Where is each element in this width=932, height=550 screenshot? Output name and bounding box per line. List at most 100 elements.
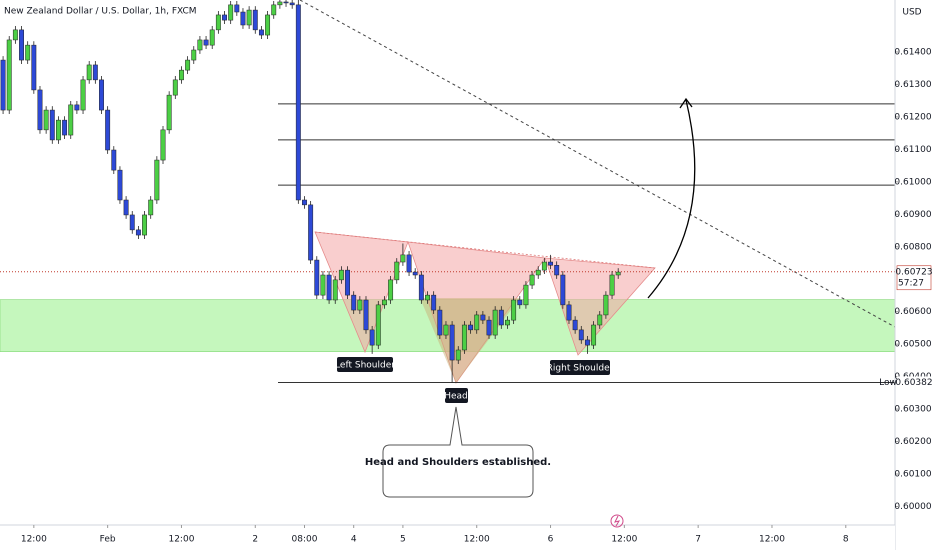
low-text: Low	[879, 378, 897, 388]
candle-body	[345, 269, 350, 296]
candle-body	[160, 129, 166, 161]
candle-body	[31, 44, 37, 91]
candle-body	[166, 94, 172, 131]
candle-body	[314, 259, 320, 296]
candle-body	[560, 274, 566, 306]
candle-body	[37, 89, 43, 131]
right-shoulder-shape	[544, 257, 656, 356]
y-tick-label: 0.61400	[894, 47, 931, 57]
label-box	[550, 360, 610, 375]
trend-line	[299, 0, 896, 328]
candle-body	[179, 69, 184, 81]
x-tick-label: 4	[351, 535, 357, 545]
candle-body	[388, 279, 394, 301]
y-tick-label: 0.60000	[894, 502, 931, 512]
candle-body	[591, 324, 597, 346]
y-tick-label: 0.61300	[894, 80, 931, 90]
candle-body	[406, 254, 412, 273]
y-tick-label: 0.60800	[894, 242, 931, 252]
countdown: 57:27	[898, 278, 924, 288]
candle-body	[228, 4, 234, 21]
label-box	[445, 388, 468, 403]
candle-body	[246, 9, 252, 26]
candle-body	[492, 309, 498, 336]
candle-body	[25, 44, 31, 61]
candle-body	[597, 314, 603, 326]
candle-body	[258, 29, 264, 36]
right-shoulder-label: Right Shoulder	[547, 364, 614, 374]
candle-body	[105, 109, 111, 151]
candle-body	[234, 4, 240, 13]
candle-body	[92, 64, 98, 81]
candle-body	[142, 214, 148, 236]
candle-body	[351, 294, 357, 311]
candle-body	[375, 304, 381, 346]
candle-body	[74, 104, 80, 111]
y-tick-label: 0.60600	[894, 307, 931, 317]
y-tick-label: 0.60100	[894, 470, 931, 480]
candle-body	[308, 204, 314, 261]
candle-body	[357, 299, 363, 311]
candle-body	[117, 169, 123, 201]
candle-body	[443, 324, 449, 336]
candle-body	[135, 229, 141, 236]
callout-text: Head and Shoulders established.	[365, 457, 551, 468]
x-tick-label: 12:00	[168, 535, 194, 545]
candle-body	[363, 299, 369, 331]
candle-body	[49, 109, 55, 141]
candle-body	[6, 39, 12, 111]
x-tick-label: 2	[252, 535, 258, 545]
candle-body	[209, 29, 215, 46]
candle-body	[222, 14, 227, 21]
candle-body	[0, 59, 6, 111]
y-tick-label: 0.61100	[894, 145, 931, 155]
candle-body	[609, 274, 615, 296]
candle-body	[400, 254, 406, 263]
candle-body	[99, 79, 104, 111]
x-tick-label: 8	[843, 535, 849, 545]
x-tick-label: 08:00	[292, 535, 318, 545]
left-shoulder-label: Left Shoulder	[335, 361, 395, 371]
candle-body	[203, 39, 209, 46]
candle-body	[111, 149, 117, 171]
candle-body	[554, 265, 560, 276]
candle-body	[615, 271, 621, 276]
candle-body	[572, 319, 578, 331]
neckline	[314, 231, 656, 269]
last-price-box	[896, 265, 932, 291]
currency-label: USD	[902, 8, 921, 18]
low-box	[897, 376, 931, 389]
candle-body	[62, 119, 68, 136]
callout	[382, 406, 534, 498]
candle-body	[535, 269, 541, 276]
candle-body	[511, 299, 517, 321]
label-box	[337, 357, 393, 372]
x-tick-label: 6	[548, 535, 554, 545]
candle-body	[338, 269, 344, 281]
candle-body	[185, 59, 191, 71]
x-tick-label: 7	[695, 535, 701, 545]
candle-body	[283, 1, 289, 4]
candle-body	[197, 39, 203, 51]
candle-body	[19, 29, 24, 61]
candle-body	[55, 119, 61, 141]
candle-body	[505, 319, 510, 326]
candle-body	[215, 14, 221, 31]
x-tick-label: Feb	[100, 535, 116, 545]
arrow-head	[679, 97, 693, 109]
projection-arrow	[647, 99, 696, 299]
candle-body	[480, 314, 486, 321]
x-tick-label: 12:00	[759, 535, 785, 545]
candle-body	[603, 294, 609, 316]
candle-body	[302, 199, 307, 206]
candle-body	[154, 159, 160, 201]
candle-body	[326, 274, 332, 301]
y-tick-label: 0.61200	[894, 112, 931, 122]
x-tick-label: 12:00	[464, 535, 490, 545]
candle-body	[461, 324, 467, 351]
candle-body	[566, 304, 572, 321]
candle-body	[80, 79, 86, 111]
event-icon	[614, 515, 621, 527]
y-tick-label: 0.60200	[894, 437, 931, 447]
y-tick-label: 0.61000	[894, 177, 931, 187]
